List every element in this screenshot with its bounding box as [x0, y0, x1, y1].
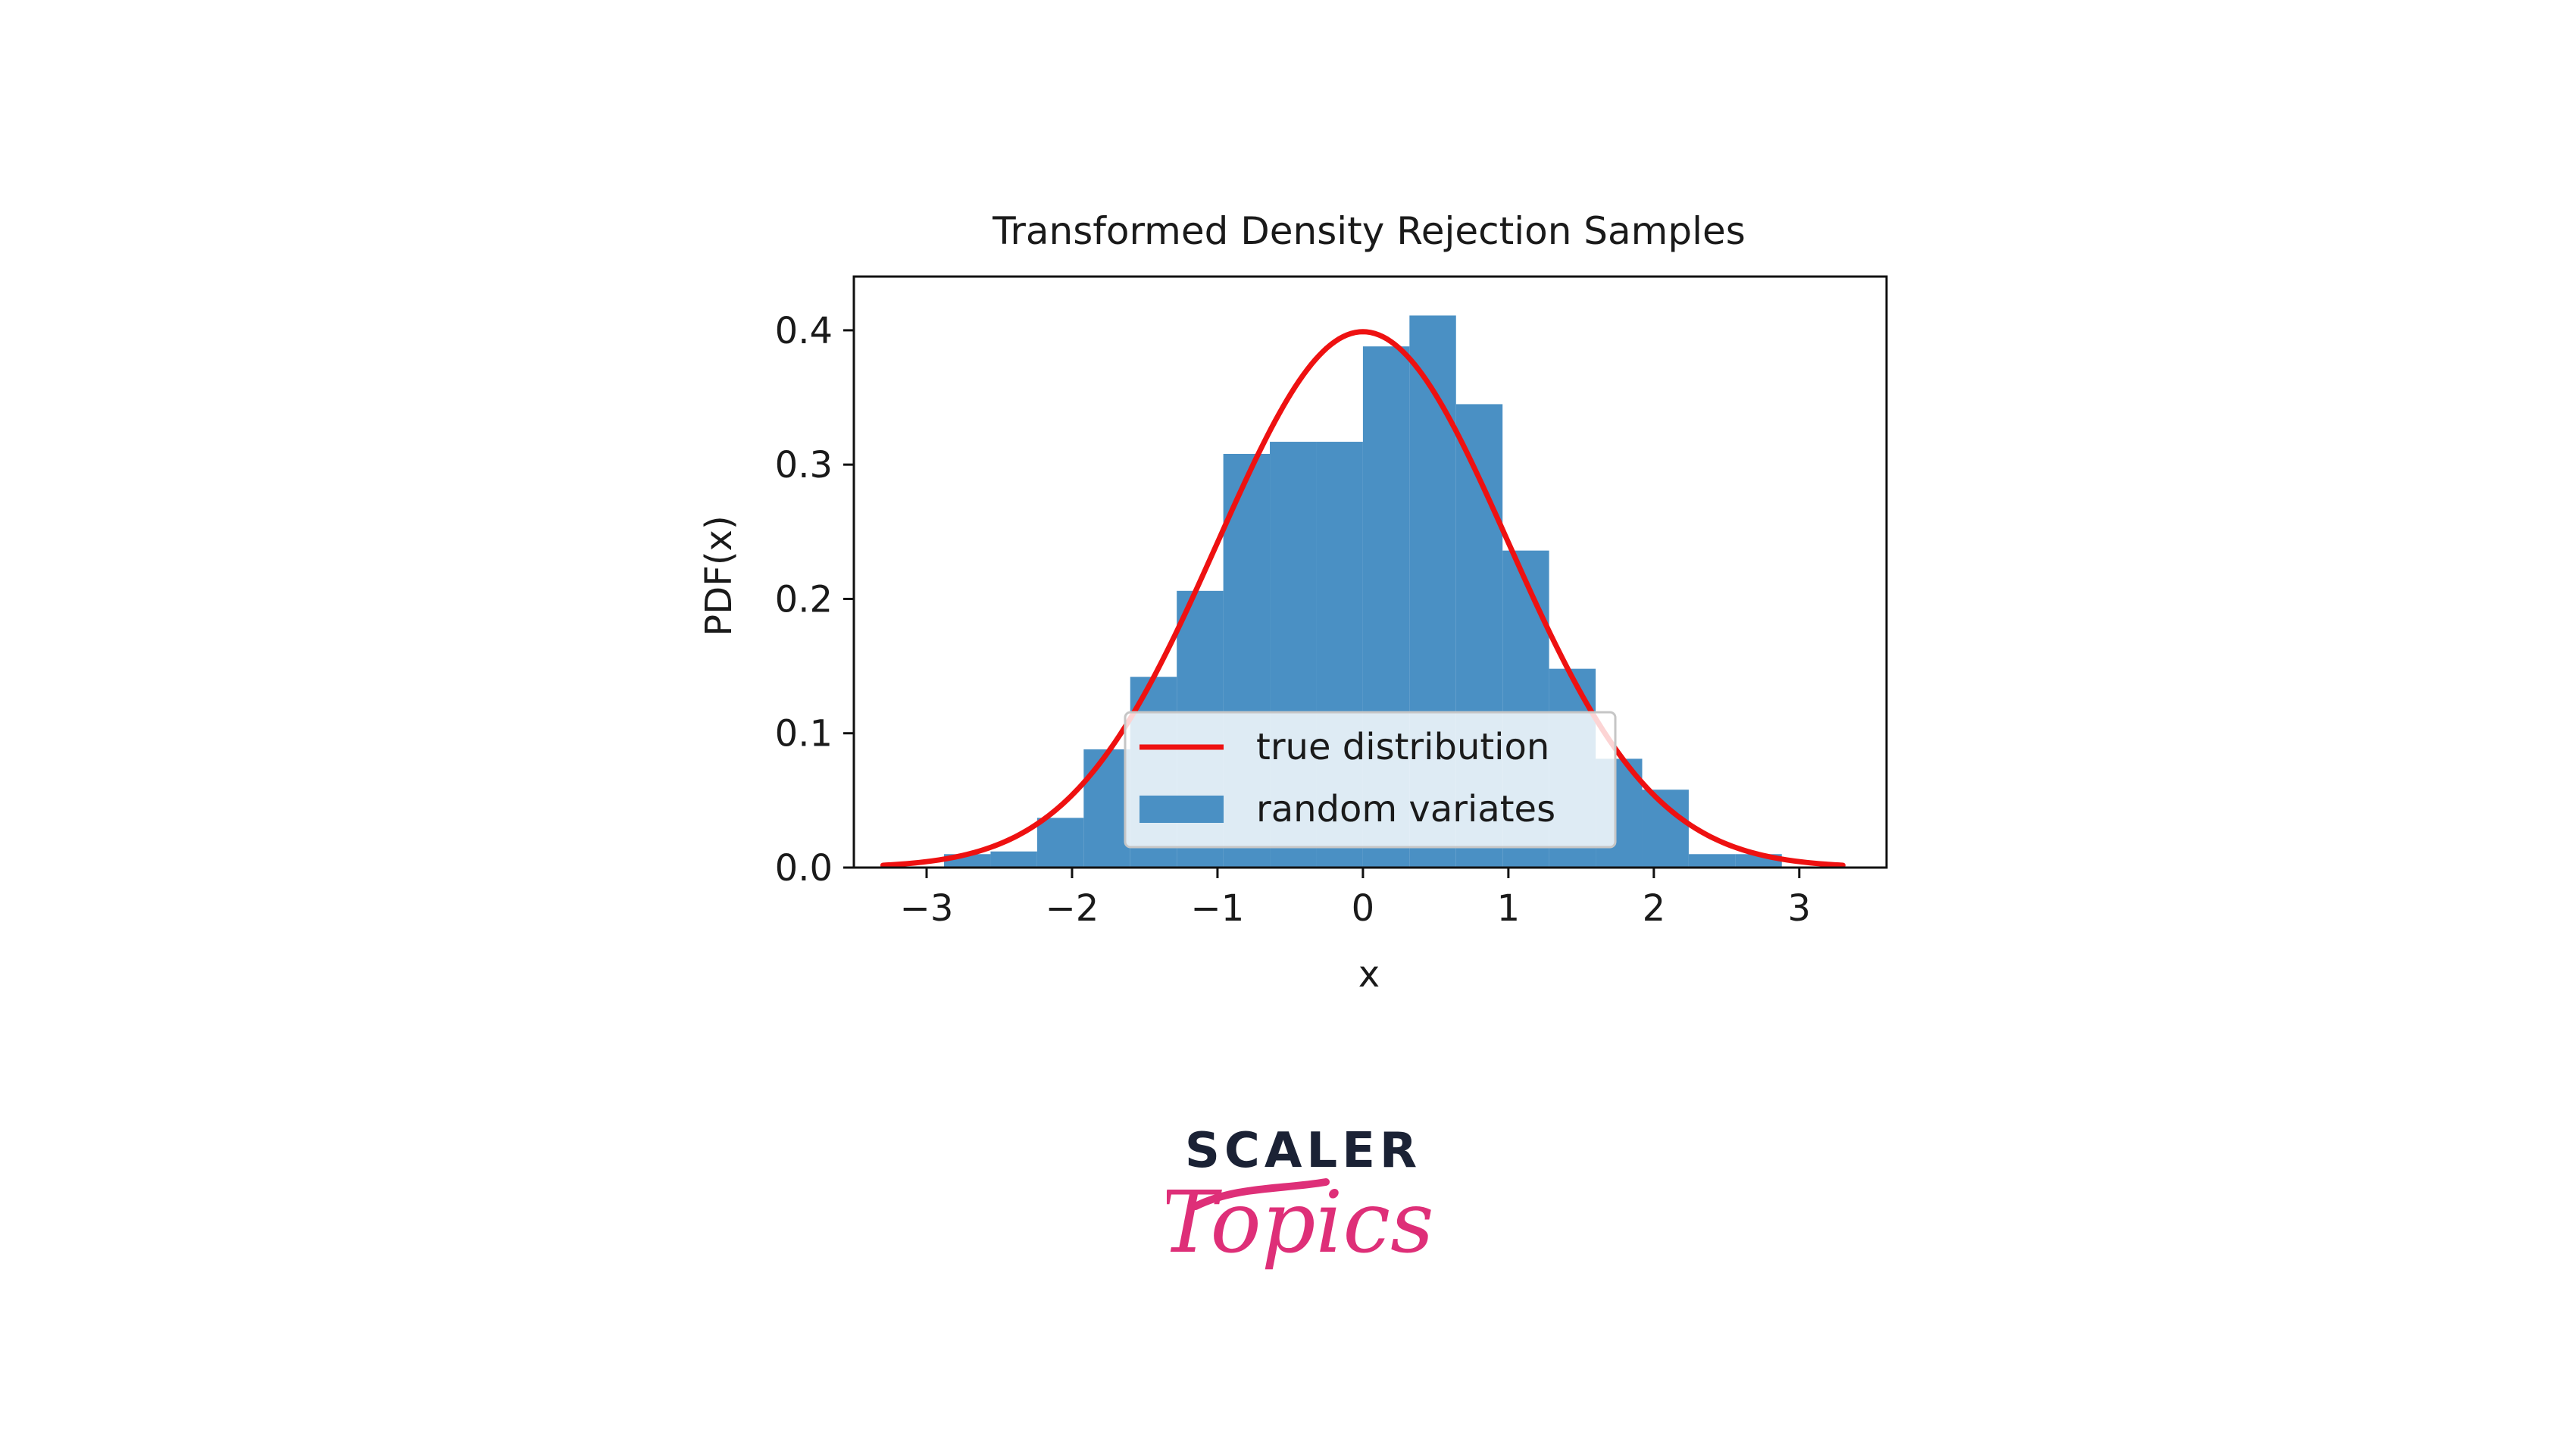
x-tick-label: 2: [1643, 887, 1666, 930]
x-tick-label: −1: [1191, 887, 1245, 930]
legend-box: [1124, 711, 1617, 849]
logo-script-underline: [1192, 1178, 1330, 1210]
x-tick-label: 3: [1788, 887, 1812, 930]
histogram-bar: [990, 851, 1037, 868]
histogram-bar: [1688, 854, 1736, 868]
legend: true distribution random variates: [1124, 711, 1617, 849]
histogram-bar: [1036, 818, 1084, 868]
x-axis-label: x: [1358, 953, 1380, 996]
y-axis-label: PDF(x): [698, 515, 740, 636]
histogram-bar: [1083, 749, 1130, 868]
y-tick-label: 0.3: [775, 444, 833, 486]
y-tick-label: 0.4: [775, 310, 833, 352]
logo-wordmark: SCALER: [1185, 1123, 1421, 1179]
x-tick-label: 1: [1497, 887, 1521, 930]
y-tick-label: 0.2: [775, 578, 833, 621]
x-tick-label: −2: [1046, 887, 1099, 930]
y-axis: 0.0 0.1 0.2 0.3 0.4: [775, 310, 854, 890]
x-tick-label: −3: [900, 887, 954, 930]
legend-bar-label: random variates: [1256, 788, 1555, 830]
legend-bar-swatch: [1140, 796, 1224, 823]
histogram-bar: [1642, 790, 1689, 868]
plot-frame: [852, 275, 1888, 869]
x-tick-label: 0: [1352, 887, 1375, 930]
true-distribution-line: [880, 329, 1846, 868]
x-axis: −3 −2 −1 0 1 2 3: [900, 868, 1811, 930]
logo-script: Topics: [1167, 1174, 1434, 1272]
scaler-topics-logo: SCALER Topics: [1167, 1123, 1434, 1272]
pdf-line-layer: [880, 329, 1846, 868]
chart-title: Transformed Density Rejection Samples: [992, 209, 1746, 253]
y-tick-label: 0.0: [775, 847, 833, 890]
y-tick-label: 0.1: [775, 713, 833, 755]
legend-line-label: true distribution: [1256, 726, 1549, 768]
